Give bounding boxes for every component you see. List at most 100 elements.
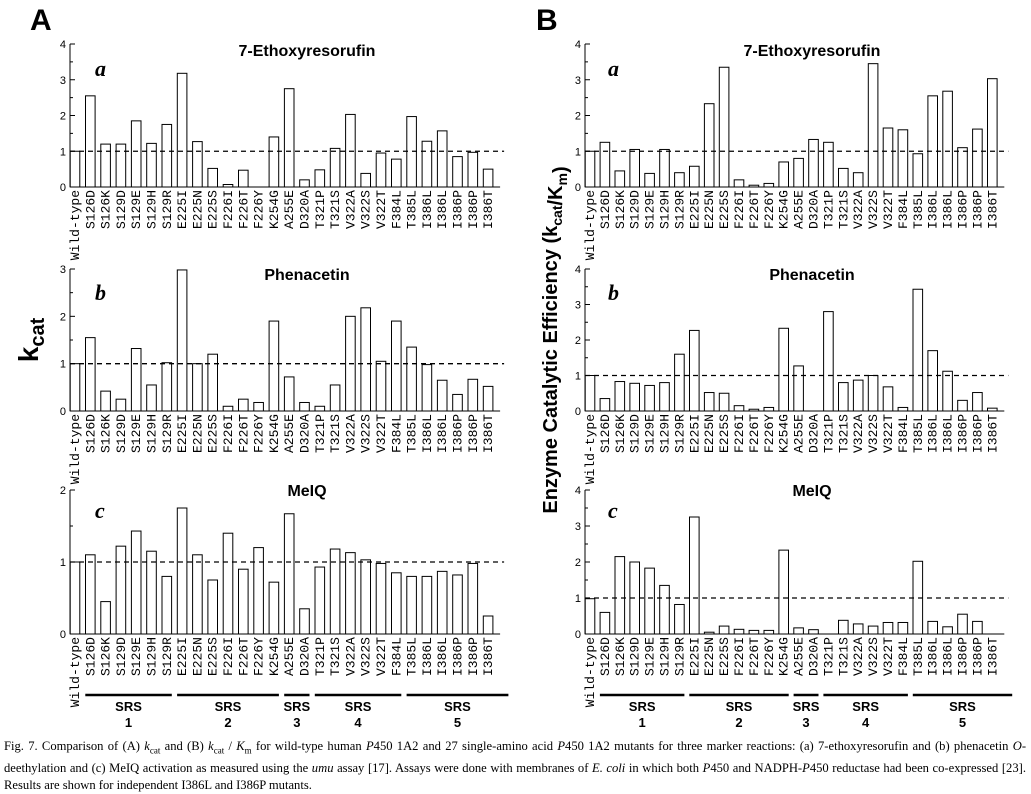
srs-number: 5 — [959, 715, 966, 730]
y-axis-label-B: Enzyme Catalytic Efficiency (kcat/Km) — [540, 166, 572, 513]
category-label: Wild-type — [583, 414, 598, 484]
category-label: V322S — [866, 637, 881, 676]
category-label: V322T — [374, 190, 389, 229]
category-label: T385L — [405, 190, 420, 229]
category-label: T385L — [911, 414, 926, 453]
y-tick-label: 3 — [575, 75, 581, 87]
bar-I386P — [972, 620, 983, 635]
category-label: S129R — [672, 414, 687, 453]
bar-I386P — [452, 393, 463, 412]
category-label: F226I — [221, 414, 236, 453]
bar-V322A — [345, 552, 356, 635]
y-tick-label: 0 — [575, 629, 581, 641]
srs-number: 2 — [224, 715, 231, 730]
chart-title: 7-Ethoxyresorufin — [744, 43, 881, 60]
category-label: S129E — [129, 414, 144, 453]
category-label: F384L — [389, 414, 404, 453]
bar-E225N — [703, 103, 715, 188]
bar-D320A — [808, 629, 819, 635]
category-label: V322T — [881, 414, 896, 453]
bar-F226T — [238, 398, 249, 412]
bar-K254G — [268, 581, 280, 635]
category-label: I386T — [985, 190, 1000, 229]
category-label: V322S — [359, 190, 374, 229]
category-label: Wild-type — [68, 190, 83, 260]
bar-Wild-type — [584, 598, 596, 635]
category-label: S126D — [598, 637, 613, 676]
category-label: F226T — [236, 190, 251, 229]
category-label: I386L — [435, 637, 450, 676]
category-label: V322S — [359, 637, 374, 676]
category-label: I386L — [420, 637, 435, 676]
bar-E225N — [703, 631, 715, 635]
bar-S126D — [599, 141, 611, 188]
category-label: F384L — [389, 637, 404, 676]
bar-V322T — [375, 152, 387, 188]
category-label: F226T — [236, 414, 251, 453]
category-label: T385L — [405, 414, 420, 453]
srs-label: SRS — [345, 699, 372, 714]
bar-T385L — [912, 153, 924, 188]
srs-number: 1 — [639, 715, 646, 730]
category-label: A255E — [792, 414, 807, 453]
bar-V322T — [882, 621, 894, 635]
category-label: D320A — [807, 190, 822, 229]
category-label: Wild-type — [583, 637, 598, 707]
category-label: F226Y — [252, 414, 267, 453]
chart-B-b: Phenacetin b 0 1 2 3 4 Wild-type S126D S126K S129D… — [575, 264, 1009, 484]
bar-I386P — [467, 562, 479, 635]
category-label: I386L — [926, 637, 941, 676]
category-label: I386P — [956, 637, 971, 676]
bar-F226T — [748, 408, 760, 412]
category-label: E225N — [702, 414, 717, 453]
bar-F384L — [897, 621, 909, 635]
bar-D320A — [808, 138, 819, 188]
bar-V322S — [867, 63, 879, 188]
bar-T321S — [329, 548, 341, 635]
category-label: E225S — [717, 637, 732, 676]
category-label: S129E — [643, 637, 658, 676]
category-label: I386P — [956, 190, 971, 229]
bar-I386T — [987, 78, 998, 188]
category-label: T321P — [821, 414, 836, 453]
category-label: I386L — [941, 637, 956, 676]
bar-S129D — [629, 382, 641, 412]
bar-F226Y — [253, 401, 264, 412]
category-label: S126K — [99, 414, 114, 453]
bar-D320A — [299, 608, 310, 635]
category-label: F226I — [732, 637, 747, 676]
category-label: I386P — [970, 637, 985, 676]
bar-I386L — [421, 575, 433, 635]
bar-E225S — [207, 167, 218, 188]
bar-S126K — [100, 390, 111, 412]
bar-S129E — [130, 530, 142, 635]
category-label: F226I — [732, 414, 747, 453]
category-label: T321P — [821, 637, 836, 676]
category-label: Wild-type — [68, 414, 83, 484]
y-tick-label: 1 — [575, 593, 581, 605]
category-label: I386T — [481, 637, 496, 676]
bar-Wild-type — [69, 561, 81, 635]
bar-Wild-type — [69, 363, 81, 412]
category-label: E225N — [190, 414, 205, 453]
panel-letter: c — [95, 498, 105, 523]
category-label: E225N — [190, 190, 205, 229]
bar-I386L — [942, 626, 953, 635]
bar-I386P — [957, 399, 968, 412]
category-label: S129R — [160, 637, 175, 676]
category-label: I386P — [466, 190, 481, 229]
bar-S129E — [130, 348, 142, 412]
y-tick-label: 4 — [575, 485, 581, 497]
category-label: I386P — [970, 190, 985, 229]
category-label: T321S — [836, 414, 851, 453]
category-label: E225I — [687, 414, 702, 453]
bar-S129R — [674, 172, 685, 188]
category-label: F226I — [221, 637, 236, 676]
bar-V322S — [360, 172, 371, 188]
category-label: F226Y — [762, 190, 777, 229]
bar-K254G — [778, 327, 790, 412]
bar-I386P — [467, 378, 479, 412]
category-label: T321P — [313, 190, 328, 229]
bar-S129H — [659, 584, 670, 635]
